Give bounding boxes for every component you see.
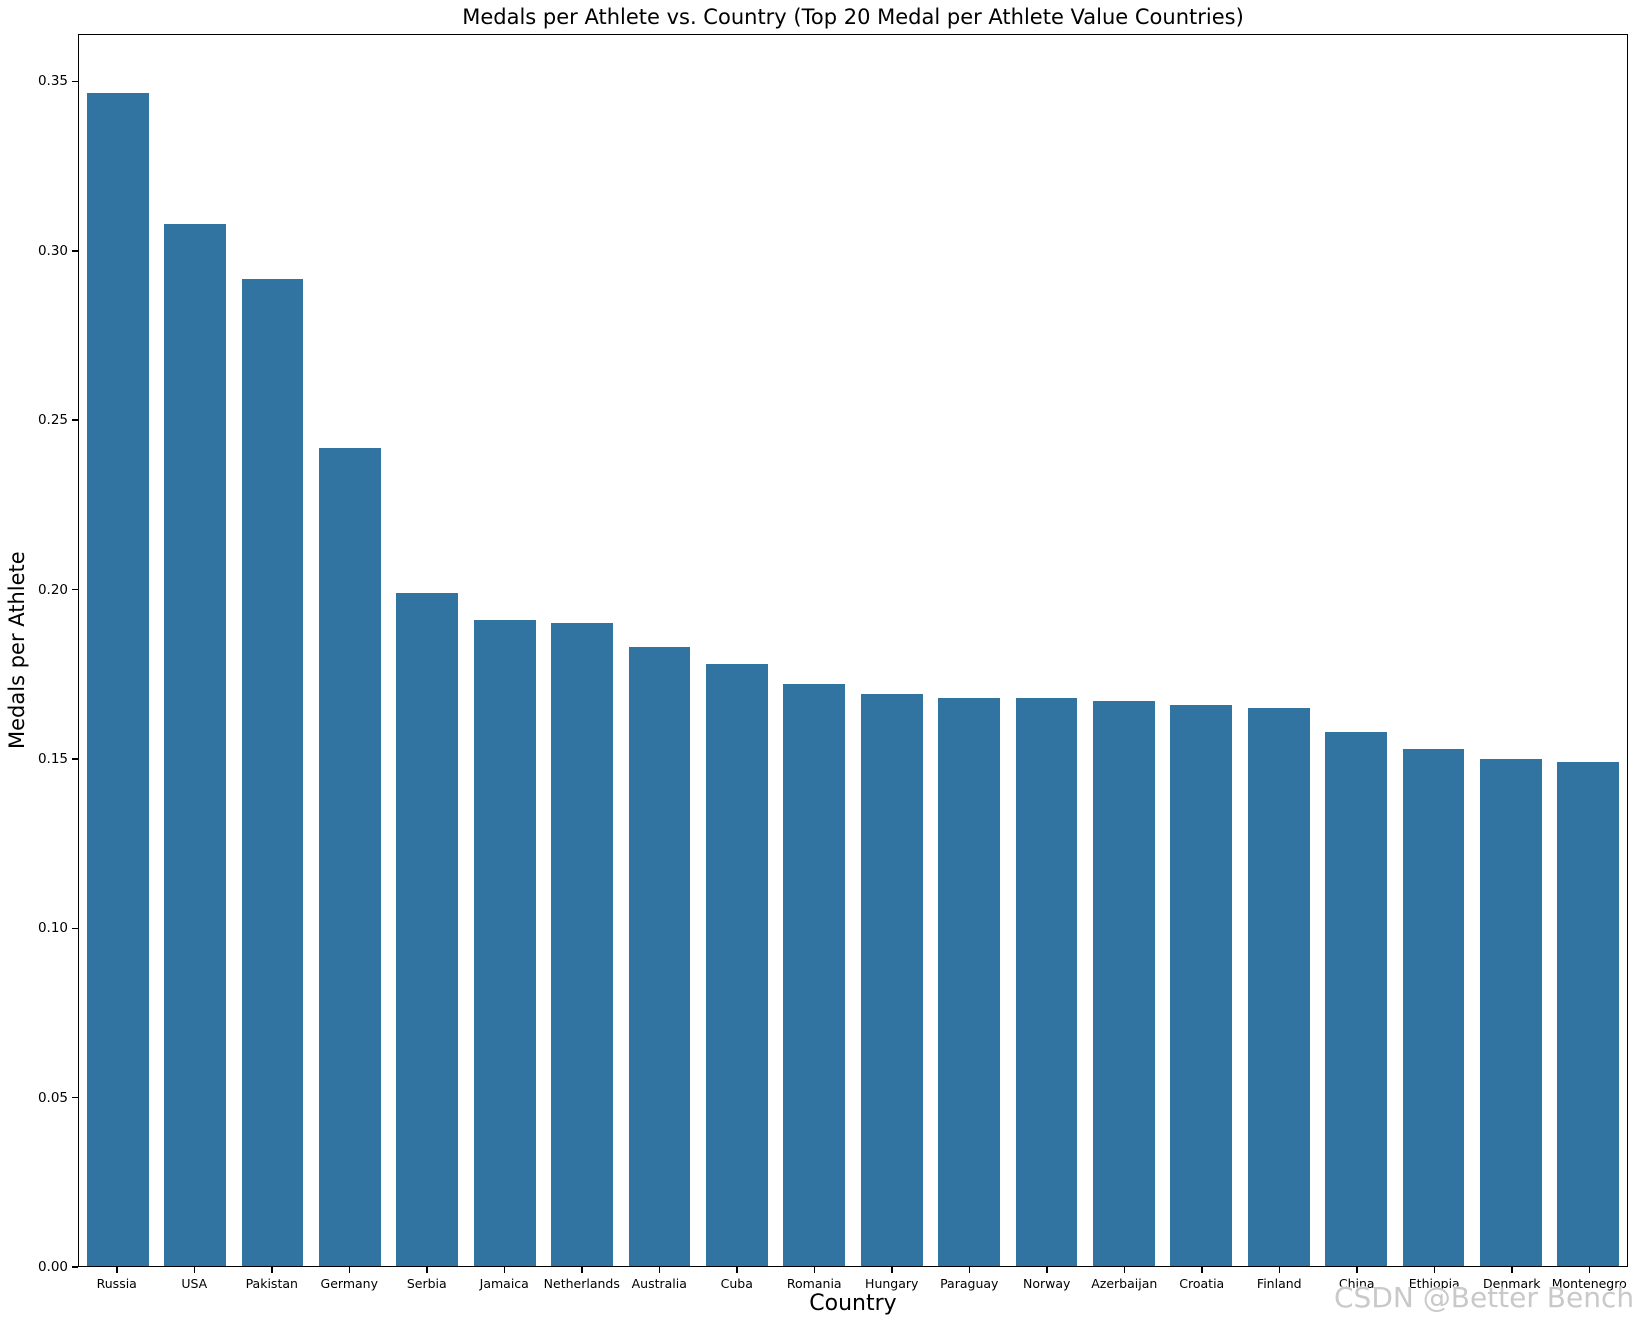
bar-romania	[783, 684, 846, 1266]
bar-ethiopia	[1402, 748, 1465, 1266]
y-tick-mark	[72, 758, 78, 760]
x-axis-label: Country	[809, 1291, 897, 1316]
bars-layer	[79, 35, 1627, 1266]
x-tick-mark	[116, 1267, 118, 1273]
x-tick-label-croatia: Croatia	[1179, 1276, 1225, 1291]
bar-denmark	[1479, 758, 1542, 1266]
x-tick-mark	[1201, 1267, 1203, 1273]
y-tick-label-0.05: 0.05	[37, 1089, 68, 1106]
x-tick-label-australia: Australia	[631, 1276, 687, 1291]
plot-area	[78, 34, 1628, 1267]
x-tick-mark	[581, 1267, 583, 1273]
x-tick-mark	[503, 1267, 505, 1273]
x-tick-mark	[271, 1267, 273, 1273]
x-tick-mark	[891, 1267, 893, 1273]
y-tick-label-0.15: 0.15	[37, 750, 68, 767]
y-tick-mark	[72, 80, 78, 83]
x-tick-label-azerbaijan: Azerbaijan	[1091, 1276, 1158, 1291]
y-tick-label-0.10: 0.10	[37, 920, 68, 937]
x-tick-label-serbia: Serbia	[406, 1276, 447, 1291]
chart-title: Medals per Athlete vs. Country (Top 20 M…	[462, 5, 1244, 29]
bar-croatia	[1170, 704, 1233, 1266]
x-tick-label-norway: Norway	[1023, 1276, 1071, 1291]
bar-jamaica	[473, 620, 536, 1266]
bar-hungary	[860, 694, 923, 1266]
bar-cuba	[705, 664, 768, 1266]
bar-germany	[318, 447, 381, 1266]
x-tick-mark	[1511, 1267, 1513, 1273]
bar-norway	[1015, 697, 1078, 1266]
bar-netherlands	[551, 623, 614, 1266]
bar-azerbaijan	[1092, 701, 1155, 1266]
x-tick-label-montenegro: Montenegro	[1551, 1276, 1627, 1291]
x-tick-mark	[1433, 1267, 1435, 1273]
y-tick-mark	[72, 250, 78, 252]
x-tick-label-germany: Germany	[320, 1276, 378, 1291]
x-tick-mark	[1123, 1267, 1125, 1273]
x-tick-label-usa: USA	[181, 1276, 208, 1291]
y-tick-mark	[72, 419, 78, 421]
x-tick-mark	[1046, 1267, 1048, 1273]
x-tick-mark	[193, 1267, 195, 1273]
x-tick-label-romania: Romania	[786, 1276, 842, 1291]
bar-paraguay	[938, 697, 1001, 1266]
x-tick-mark	[1588, 1267, 1590, 1273]
x-tick-label-netherlands: Netherlands	[543, 1276, 620, 1291]
bar-australia	[628, 647, 691, 1266]
x-tick-label-russia: Russia	[96, 1276, 137, 1291]
x-tick-label-denmark: Denmark	[1483, 1276, 1541, 1291]
y-tick-mark	[72, 927, 78, 929]
y-tick-mark	[72, 588, 78, 591]
y-tick-label-0.20: 0.20	[37, 581, 68, 598]
x-tick-mark	[658, 1267, 660, 1273]
x-tick-mark	[348, 1267, 350, 1273]
x-tick-mark	[736, 1267, 738, 1273]
x-tick-label-ethiopia: Ethiopia	[1408, 1276, 1460, 1291]
bar-finland	[1247, 708, 1310, 1266]
bar-montenegro	[1557, 762, 1620, 1266]
y-axis-label: Medals per Athlete	[5, 551, 29, 750]
x-tick-mark	[1356, 1267, 1358, 1273]
x-tick-label-hungary: Hungary	[865, 1276, 919, 1291]
x-tick-mark	[426, 1267, 428, 1273]
bar-russia	[86, 92, 149, 1266]
y-tick-label-0.30: 0.30	[37, 242, 68, 259]
x-tick-mark	[813, 1267, 815, 1273]
y-tick-mark	[72, 1266, 78, 1268]
bar-usa	[164, 224, 227, 1266]
x-tick-label-pakistan: Pakistan	[245, 1276, 298, 1291]
y-tick-label-0.25: 0.25	[37, 412, 68, 429]
bar-serbia	[396, 593, 459, 1266]
x-tick-mark	[1278, 1267, 1280, 1273]
bar-pakistan	[241, 278, 304, 1266]
x-tick-label-finland: Finland	[1256, 1276, 1302, 1291]
watermark: CSDN @Better Bench	[1334, 1281, 1635, 1314]
y-tick-mark	[72, 1096, 78, 1099]
x-tick-label-jamaica: Jamaica	[479, 1276, 529, 1291]
x-tick-mark	[968, 1267, 970, 1273]
bar-china	[1325, 731, 1388, 1266]
x-tick-label-paraguay: Paraguay	[940, 1276, 999, 1291]
x-tick-label-cuba: Cuba	[720, 1276, 753, 1291]
y-tick-label-0.35: 0.35	[37, 73, 68, 90]
y-tick-label-0.00: 0.00	[37, 1259, 68, 1275]
x-tick-label-china: China	[1338, 1276, 1375, 1291]
